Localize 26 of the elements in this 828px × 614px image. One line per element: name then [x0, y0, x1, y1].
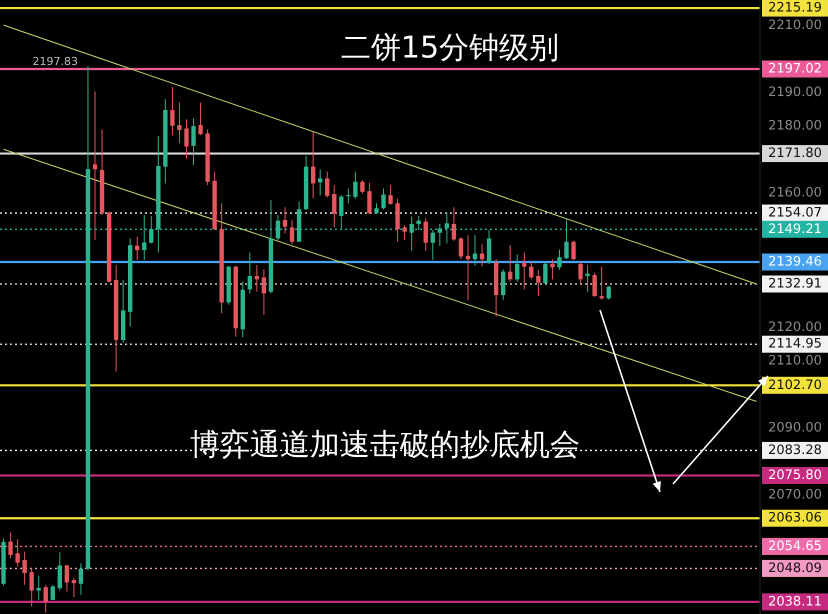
ref-line-label: 2102.70: [768, 378, 822, 393]
ref-line-label: 2083.28: [768, 442, 822, 458]
ref-line-label: 2215.19: [768, 0, 822, 16]
ref-line-label: 2139.46: [768, 254, 822, 270]
text: 二饼15分钟级别: [340, 30, 560, 66]
ref-line-label: 2154.07: [768, 206, 822, 221]
y-tick-label: 2070.00: [768, 487, 822, 502]
y-tick-label: 2110.00: [768, 353, 822, 368]
y-tick-label: 2090.00: [768, 420, 822, 436]
ref-line-label: 2149.21: [768, 222, 822, 237]
ref-line-label: 2171.80: [768, 146, 822, 162]
ref-line-label: 2038.11: [768, 594, 822, 610]
y-tick-label: 2180.00: [768, 118, 822, 134]
annotation: 2197.83: [32, 54, 78, 68]
ref-line-label: 2048.09: [768, 560, 822, 576]
ref-line-label: 2197.02: [768, 62, 822, 77]
y-tick-label: 2160.00: [768, 186, 822, 201]
annotation: 博弈通道加速击破的抄底机会: [190, 428, 580, 462]
ref-line-label: 2063.06: [768, 510, 822, 526]
ref-line-label: 2054.65: [768, 538, 822, 554]
y-tick-label: 2210.00: [768, 18, 822, 33]
y-tick-label: 2120.00: [768, 320, 822, 335]
ref-line-label: 2132.91: [768, 276, 822, 292]
y-tick-label: 2190.00: [768, 85, 822, 100]
ref-line-label: 2114.95: [768, 336, 822, 352]
ref-line-label: 2075.80: [768, 468, 822, 484]
